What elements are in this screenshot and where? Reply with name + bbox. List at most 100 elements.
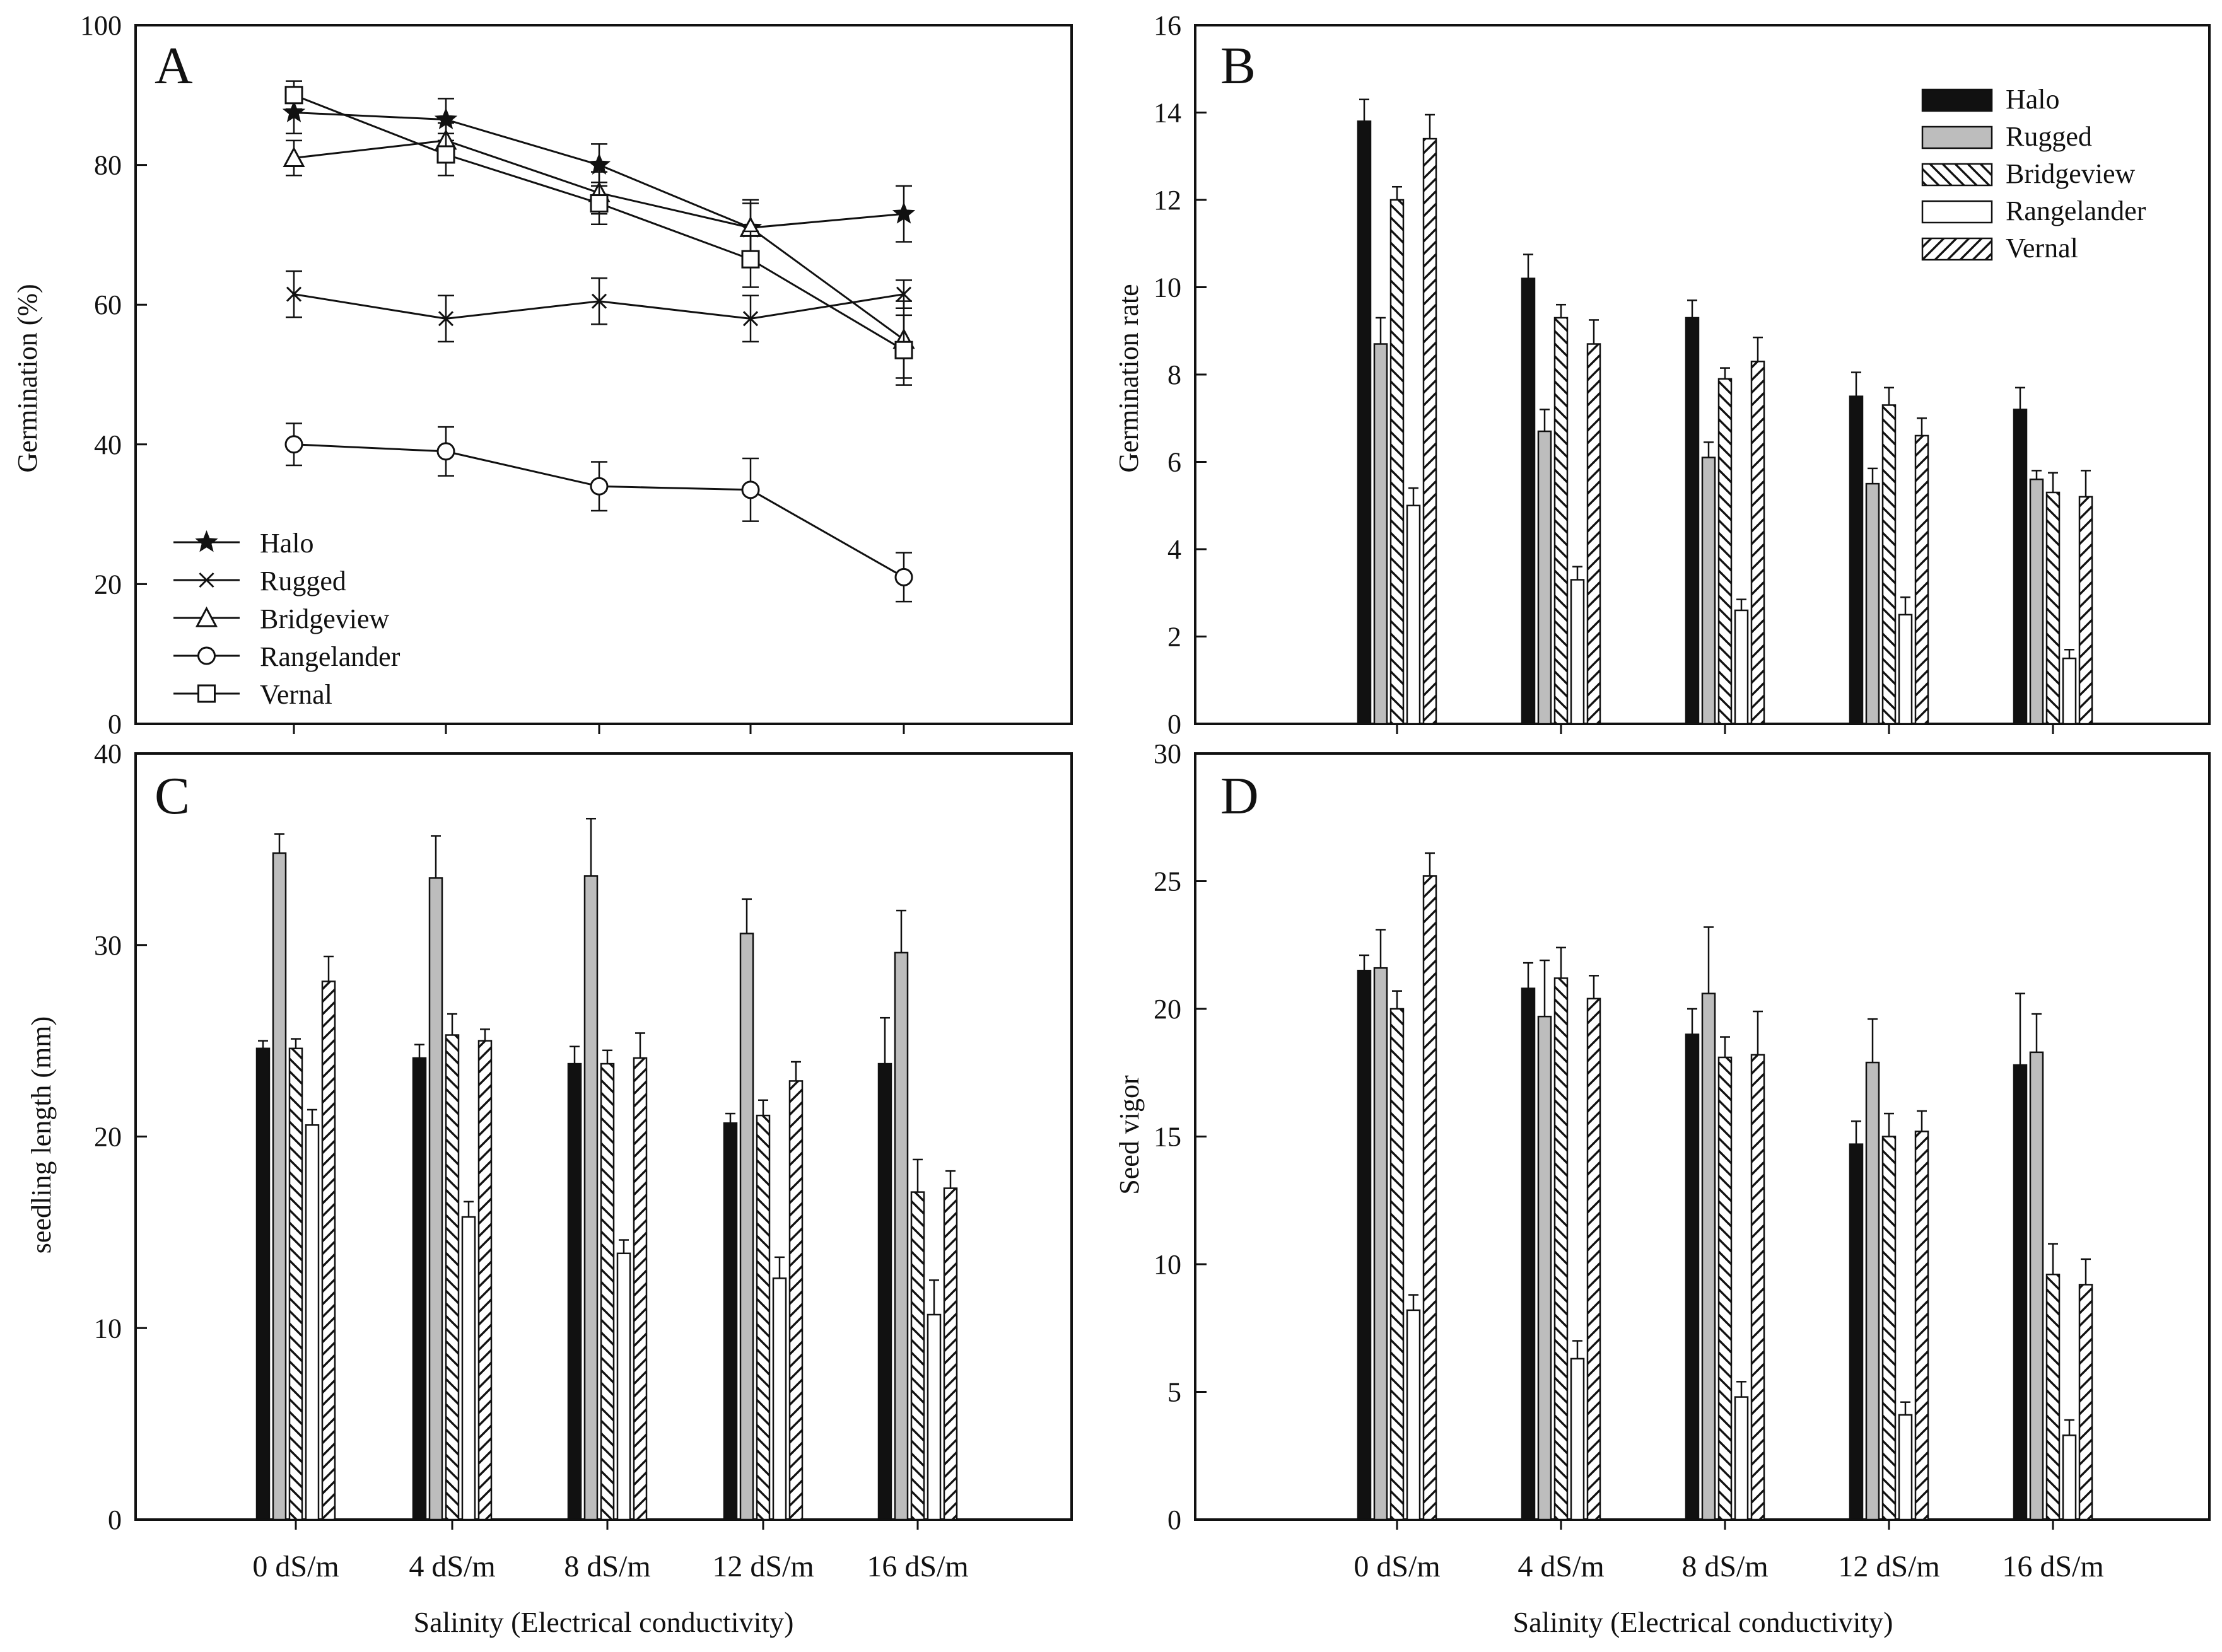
panel-d-xtick-label: 12 dS/m xyxy=(1838,1550,1939,1583)
panel-c-xtick-label: 4 dS/m xyxy=(409,1550,495,1583)
panel-a-point-bridgeview xyxy=(283,146,305,168)
legend-a-marker-vernal xyxy=(197,684,216,703)
panel-d-ytick-label: 10 xyxy=(1154,1249,1181,1280)
panel-d-letter: D xyxy=(1220,767,1259,825)
panel-c-bar-vernal xyxy=(943,1187,958,1521)
panel-c-letter: C xyxy=(155,767,190,825)
panel-b-bar-halo xyxy=(2013,409,2028,725)
panel-c-y-axis: 0 10 20 30 40 xyxy=(94,738,147,1535)
panel-b-ytick-label: 4 xyxy=(1167,534,1181,565)
legend-b-swatch-halo xyxy=(1921,88,1993,112)
panel-a-point-vernal xyxy=(741,250,760,269)
panel-b-ytick-label: 2 xyxy=(1167,622,1181,653)
panel-b-bar-halo xyxy=(1849,395,1864,725)
legend-b-swatch-rangelander xyxy=(1921,200,1993,224)
panel-b-bar-rugged xyxy=(1537,430,1552,725)
panel-d-xlabel: Salinity (Electrical conductivity) xyxy=(1513,1606,1893,1638)
panel-a-point-rangelander xyxy=(894,567,913,586)
panel-d-bar-rugged xyxy=(1373,967,1388,1521)
panel-b-bar-bridgeview xyxy=(1553,317,1569,725)
panel-a-x-axis xyxy=(293,724,905,734)
panel-d-bar-rangelander xyxy=(1570,1358,1585,1521)
panel-b-bar-halo xyxy=(1357,120,1372,725)
panel-d-ytick-label: 20 xyxy=(1154,994,1181,1025)
panel-a-series xyxy=(282,80,916,603)
panel-c-bar-vernal xyxy=(788,1080,804,1521)
panel-c-ytick-label: 20 xyxy=(94,1122,122,1153)
panel-d-bar-bridgeview xyxy=(1553,977,1569,1521)
panel-c-bar-bridgeview xyxy=(445,1034,460,1521)
panel-c-bar-rangelander xyxy=(927,1313,942,1521)
panel-d-ytick-label: 30 xyxy=(1154,738,1181,769)
panel-c-bar-bridgeview xyxy=(600,1062,615,1521)
panel-a-point-rugged xyxy=(742,311,759,327)
panel-c-bar-rangelander xyxy=(461,1216,476,1521)
panel-d-xtick-label: 16 dS/m xyxy=(2002,1550,2103,1583)
panel-b-bar-rangelander xyxy=(1570,579,1585,725)
panel-b-bar-bridgeview xyxy=(1717,378,1733,725)
panel-b-ytick-label: 14 xyxy=(1154,98,1181,129)
panel-d-bar-rugged xyxy=(1537,1015,1552,1521)
panel-b-bar-rangelander xyxy=(1406,504,1421,725)
panel-b-bar-halo xyxy=(1521,277,1536,725)
panel-c-x-axis: 0 dS/m 4 dS/m 8 dS/m 12 dS/m 16 dS/m xyxy=(252,1520,969,1583)
panel-b-bar-bridgeview xyxy=(2045,491,2061,725)
panel-d-bar-vernal xyxy=(1750,1054,1765,1521)
panel-b-bar-vernal xyxy=(1422,137,1437,725)
panel-d-bar-bridgeview xyxy=(2045,1273,2061,1521)
panel-d-bar-rangelander xyxy=(1734,1396,1749,1521)
panel-d-bar-vernal xyxy=(1422,875,1437,1521)
panel-d-x-axis: 0 dS/m 4 dS/m 8 dS/m 12 dS/m 16 dS/m xyxy=(1354,1520,2104,1583)
panel-d-bar-rangelander xyxy=(2062,1434,2077,1521)
panel-d-bar-rugged xyxy=(1865,1061,1880,1521)
legend-b-swatch-bridgeview xyxy=(1921,163,1993,187)
panel-d-xtick-label: 4 dS/m xyxy=(1517,1550,1604,1583)
panel-a-point-rugged xyxy=(896,286,912,302)
legend-b-swatch-vernal xyxy=(1921,237,1993,261)
panel-d-bars xyxy=(1357,852,2093,1521)
panel-c-ytick-label: 30 xyxy=(94,930,122,961)
panel-c-bar-rangelander xyxy=(772,1277,787,1521)
panel-c-bar-bridgeview xyxy=(910,1191,925,1521)
panel-d-ytick-label: 25 xyxy=(1154,866,1181,897)
panel-a-ytick-label: 100 xyxy=(80,10,122,41)
panel-c-bar-halo xyxy=(567,1062,582,1521)
panel-b-bar-vernal xyxy=(1750,360,1765,725)
panel-b-bar-rugged xyxy=(2029,478,2044,725)
panel-c-xtick-label: 8 dS/m xyxy=(564,1550,650,1583)
panel-d-bar-rugged xyxy=(2029,1051,2044,1521)
panel-a-ytick-label: 0 xyxy=(108,709,122,740)
panel-b-bar-bridgeview xyxy=(1389,199,1405,725)
panel-d-bar-halo xyxy=(2013,1064,2028,1521)
panel-b-ytick-label: 10 xyxy=(1154,272,1181,303)
legend-a-label-vernal: Vernal xyxy=(260,679,332,710)
panel-d-bar-rangelander xyxy=(1406,1309,1421,1521)
legend-b-label-vernal: Vernal xyxy=(2006,233,2078,264)
panel-a-legend: Halo Rugged Bridgeview Rangelander Vernal xyxy=(173,528,401,710)
panel-b-x-axis xyxy=(1396,724,2054,734)
panel-d-xtick-label: 8 dS/m xyxy=(1681,1550,1768,1583)
panel-c-xtick-label: 0 dS/m xyxy=(252,1550,339,1583)
legend-b-label-halo: Halo xyxy=(2006,84,2060,115)
legend-a-label-halo: Halo xyxy=(260,528,314,559)
panel-d-bar-bridgeview xyxy=(1881,1136,1897,1521)
panel-a-point-vernal xyxy=(894,340,913,359)
panel-b-bar-vernal xyxy=(2078,496,2093,725)
panel-a-point-halo xyxy=(587,153,611,175)
panel-b-bar-rangelander xyxy=(2062,657,2077,725)
panel-d-bar-vernal xyxy=(2078,1284,2093,1521)
legend-b-swatch-rugged xyxy=(1921,125,1993,149)
panel-d-ylabel: Seed vigor xyxy=(1114,1075,1145,1195)
panel-c-bar-bridgeview xyxy=(288,1047,303,1521)
legend-a-marker-rangelander xyxy=(197,646,216,665)
panel-a-ytick-label: 80 xyxy=(94,150,122,181)
panel-c-bar-halo xyxy=(723,1122,738,1521)
panel-c-bar-rugged xyxy=(428,877,443,1521)
legend-b-label-rangelander: Rangelander xyxy=(2006,195,2146,226)
panel-b-ytick-label: 0 xyxy=(1167,709,1181,740)
panel-d: D 0 5 10 15 20 25 30 0 dS/m 4 dS/m 8 dS/m 12 dS/m… xyxy=(1114,738,2211,1638)
panel-d-bar-vernal xyxy=(1586,998,1601,1521)
panel-a-ytick-label: 60 xyxy=(94,289,122,320)
panel-c-ytick-label: 40 xyxy=(94,738,122,769)
